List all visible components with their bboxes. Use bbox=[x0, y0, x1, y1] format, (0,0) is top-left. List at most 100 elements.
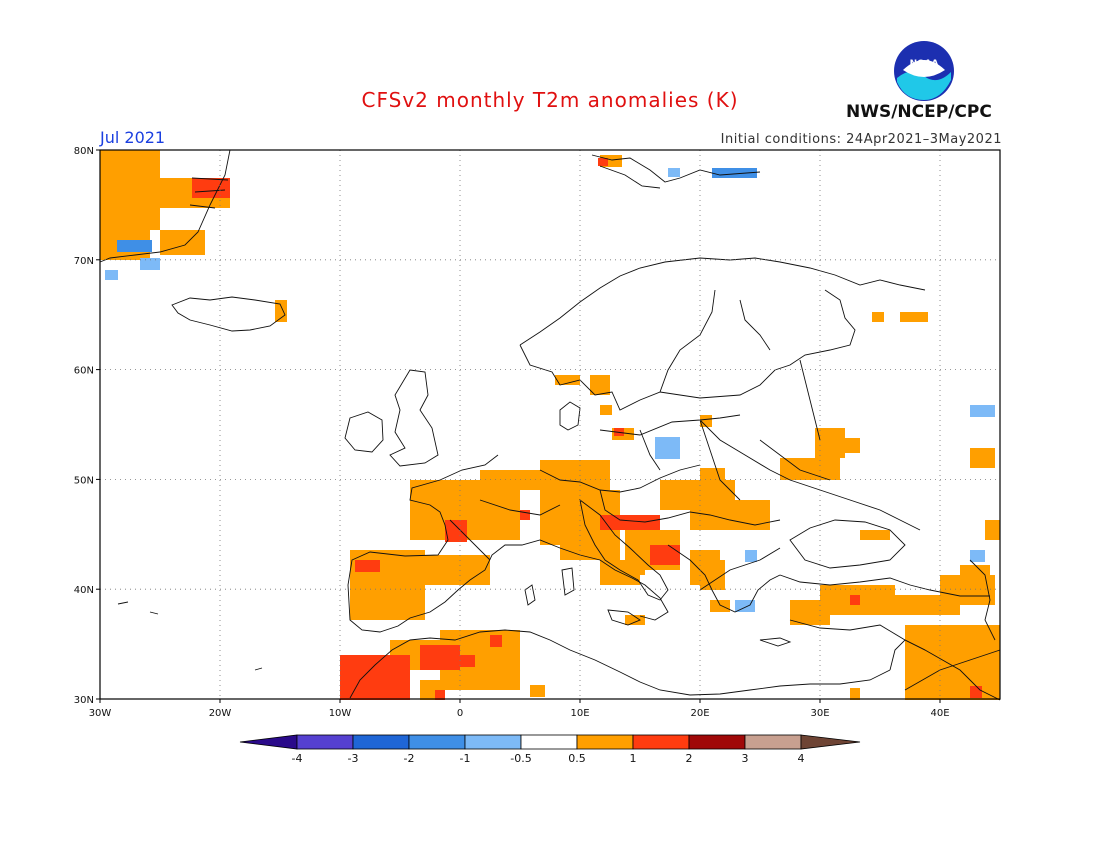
anomaly-cells bbox=[100, 150, 1000, 700]
anomaly-cell bbox=[710, 600, 730, 612]
anomaly-cell bbox=[780, 458, 840, 480]
anomaly-cell bbox=[420, 645, 460, 670]
map-frame bbox=[99, 149, 1001, 700]
anomaly-cell bbox=[735, 600, 755, 612]
anomaly-cell bbox=[590, 375, 610, 395]
lat-label: 60N bbox=[74, 366, 94, 377]
lon-label: 10E bbox=[570, 708, 589, 719]
anomaly-cell bbox=[105, 270, 118, 280]
agency-label: NWS/NCEP/CPC bbox=[846, 102, 992, 122]
anomaly-cell bbox=[625, 615, 645, 625]
colorbar-segment bbox=[352, 734, 410, 750]
anomaly-cell bbox=[520, 510, 530, 520]
anomaly-cell bbox=[480, 470, 540, 490]
anomaly-cell bbox=[940, 575, 995, 605]
anomaly-cell bbox=[690, 500, 770, 530]
colorbar-segment bbox=[744, 734, 802, 750]
anomaly-cell bbox=[130, 180, 160, 230]
latitude-labels: 30N 40N 50N 60N 70N 80N bbox=[74, 146, 100, 706]
anomaly-cell bbox=[745, 550, 757, 562]
anomaly-cell bbox=[700, 560, 725, 590]
anomaly-cell bbox=[700, 415, 712, 427]
lat-lon-grid bbox=[100, 150, 1000, 699]
anomaly-cell bbox=[275, 300, 287, 322]
colorbar-segment bbox=[688, 734, 746, 750]
anomaly-cell bbox=[117, 240, 152, 252]
anomaly-cell bbox=[850, 688, 860, 700]
anomaly-cell bbox=[435, 690, 445, 700]
initial-conditions: Initial conditions: 24Apr2021–3May2021 bbox=[720, 132, 1002, 147]
anomaly-cell bbox=[700, 468, 725, 488]
anomaly-cell bbox=[460, 655, 475, 667]
lat-label: 40N bbox=[74, 585, 94, 596]
colorbar-segment bbox=[408, 734, 466, 750]
anomaly-cell bbox=[872, 312, 884, 322]
lat-label: 70N bbox=[74, 256, 94, 267]
map-title: CFSv2 monthly T2m anomalies (K) bbox=[361, 88, 739, 112]
anomaly-cell bbox=[600, 405, 612, 415]
anomaly-cell bbox=[445, 520, 467, 542]
svg-text:NOAA: NOAA bbox=[910, 59, 939, 69]
lon-label: 30W bbox=[89, 708, 112, 719]
colorbar-segment bbox=[520, 734, 578, 750]
lat-label: 50N bbox=[74, 475, 94, 486]
anomaly-cell bbox=[900, 312, 928, 322]
lat-label: 30N bbox=[74, 695, 94, 706]
colorbar-segment bbox=[296, 734, 354, 750]
lon-label: 10W bbox=[329, 708, 352, 719]
anomaly-cell bbox=[355, 560, 380, 572]
anomaly-cell bbox=[192, 178, 230, 198]
longitude-labels: 30W 20W 10W 0 10E 20E 30E 40E bbox=[89, 699, 950, 719]
anomaly-cell bbox=[668, 168, 680, 177]
noaa-logo-icon: NOAA bbox=[894, 41, 954, 101]
coastlines bbox=[99, 149, 1001, 701]
anomaly-cell bbox=[350, 600, 390, 620]
colorbar-label: 3 bbox=[742, 752, 749, 765]
anomaly-cell bbox=[425, 555, 490, 585]
anomaly-cell bbox=[790, 600, 830, 625]
colorbar-label: 0.5 bbox=[568, 752, 586, 765]
lon-label: 30E bbox=[810, 708, 829, 719]
anomaly-cell bbox=[860, 530, 890, 540]
colorbar-label: -3 bbox=[348, 752, 359, 765]
colorbar-label: -4 bbox=[292, 752, 303, 765]
anomaly-cell bbox=[598, 158, 608, 166]
colorbar-end-high bbox=[800, 734, 861, 750]
anomaly-cell bbox=[650, 545, 680, 565]
colorbar-label: 1 bbox=[630, 752, 637, 765]
anomaly-cell bbox=[340, 655, 410, 700]
anomaly-cell bbox=[160, 230, 205, 255]
anomaly-cell bbox=[845, 438, 860, 453]
anomaly-cell bbox=[655, 437, 680, 459]
anomaly-cell bbox=[815, 428, 845, 458]
anomaly-cell bbox=[970, 550, 985, 562]
anomaly-cell bbox=[970, 405, 995, 417]
forecast-month: Jul 2021 bbox=[100, 128, 166, 147]
anomaly-cell bbox=[712, 168, 757, 178]
anomaly-cell bbox=[490, 635, 502, 647]
anomaly-cell bbox=[905, 625, 1000, 700]
colorbar-label: -2 bbox=[404, 752, 415, 765]
anomaly-cell bbox=[600, 515, 660, 530]
anomaly-cell bbox=[850, 595, 860, 605]
colorbar-segment bbox=[464, 734, 522, 750]
anomaly-cell bbox=[970, 686, 982, 698]
lon-label: 20E bbox=[690, 708, 709, 719]
colorbar: -4 -3 -2 -1 -0.5 0.5 1 2 3 4 bbox=[239, 734, 861, 765]
colorbar-segment bbox=[632, 734, 690, 750]
lon-label: 40E bbox=[930, 708, 949, 719]
lat-label: 80N bbox=[74, 146, 94, 157]
colorbar-label: 4 bbox=[798, 752, 805, 765]
anomaly-cell bbox=[100, 150, 130, 230]
colorbar-segment bbox=[576, 734, 634, 750]
anomaly-cell bbox=[960, 565, 990, 577]
anomaly-cell bbox=[530, 685, 545, 697]
colorbar-label: 2 bbox=[686, 752, 693, 765]
lon-label: 20W bbox=[209, 708, 232, 719]
anomaly-cell bbox=[130, 150, 160, 180]
lon-label: 0 bbox=[457, 708, 463, 719]
anomaly-cell bbox=[555, 375, 580, 385]
colorbar-label: -1 bbox=[460, 752, 471, 765]
colorbar-end-low bbox=[239, 734, 298, 750]
